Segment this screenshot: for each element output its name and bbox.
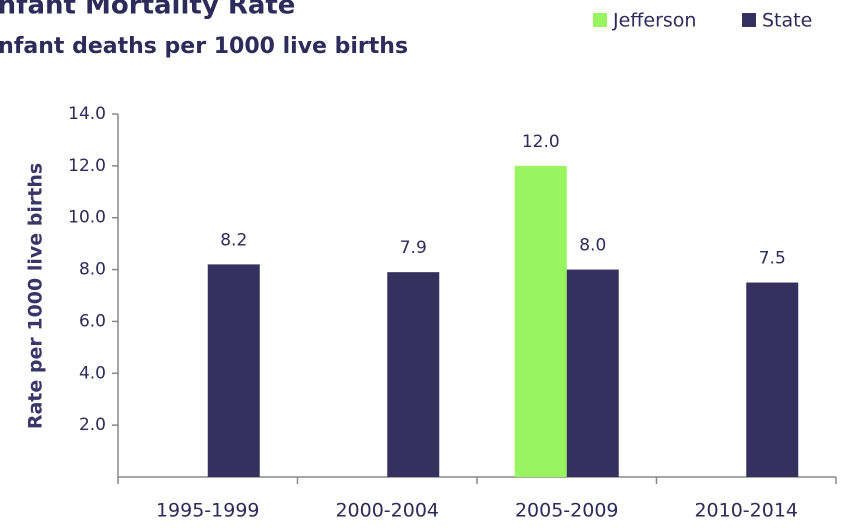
data-label: 8.0 <box>579 236 606 256</box>
y-tick-label: 6.0 <box>79 311 106 331</box>
chart-subtitle: Infant deaths per 1000 live births <box>0 34 408 59</box>
y-tick-label: 8.0 <box>79 260 106 280</box>
chart-title: Infant Mortality Rate <box>0 0 295 21</box>
x-tick-label: 2005-2009 <box>515 500 619 522</box>
y-tick-label: 12.0 <box>68 156 106 176</box>
bar <box>207 264 260 477</box>
x-tick-label: 1995-1999 <box>156 500 260 522</box>
y-axis-label: Rate per 1000 live births <box>25 163 47 429</box>
bar <box>387 272 440 477</box>
data-label: 7.5 <box>759 249 786 269</box>
legend-label: Jefferson <box>612 10 696 32</box>
legend-swatch <box>593 13 607 27</box>
y-tick-label: 2.0 <box>79 415 106 435</box>
legend-swatch <box>742 13 756 27</box>
bar <box>566 269 619 477</box>
y-tick-label: 4.0 <box>79 363 106 383</box>
x-tick-label: 2000-2004 <box>335 500 439 522</box>
y-tick-label: 10.0 <box>68 208 106 228</box>
data-label: 8.2 <box>220 230 247 250</box>
data-label: 12.0 <box>522 132 560 152</box>
bar <box>746 282 799 477</box>
x-tick-label: 2010-2014 <box>694 500 798 522</box>
legend-label: State <box>762 10 812 32</box>
data-label: 7.9 <box>400 238 427 258</box>
bar <box>514 165 567 477</box>
y-tick-label: 14.0 <box>68 104 106 124</box>
